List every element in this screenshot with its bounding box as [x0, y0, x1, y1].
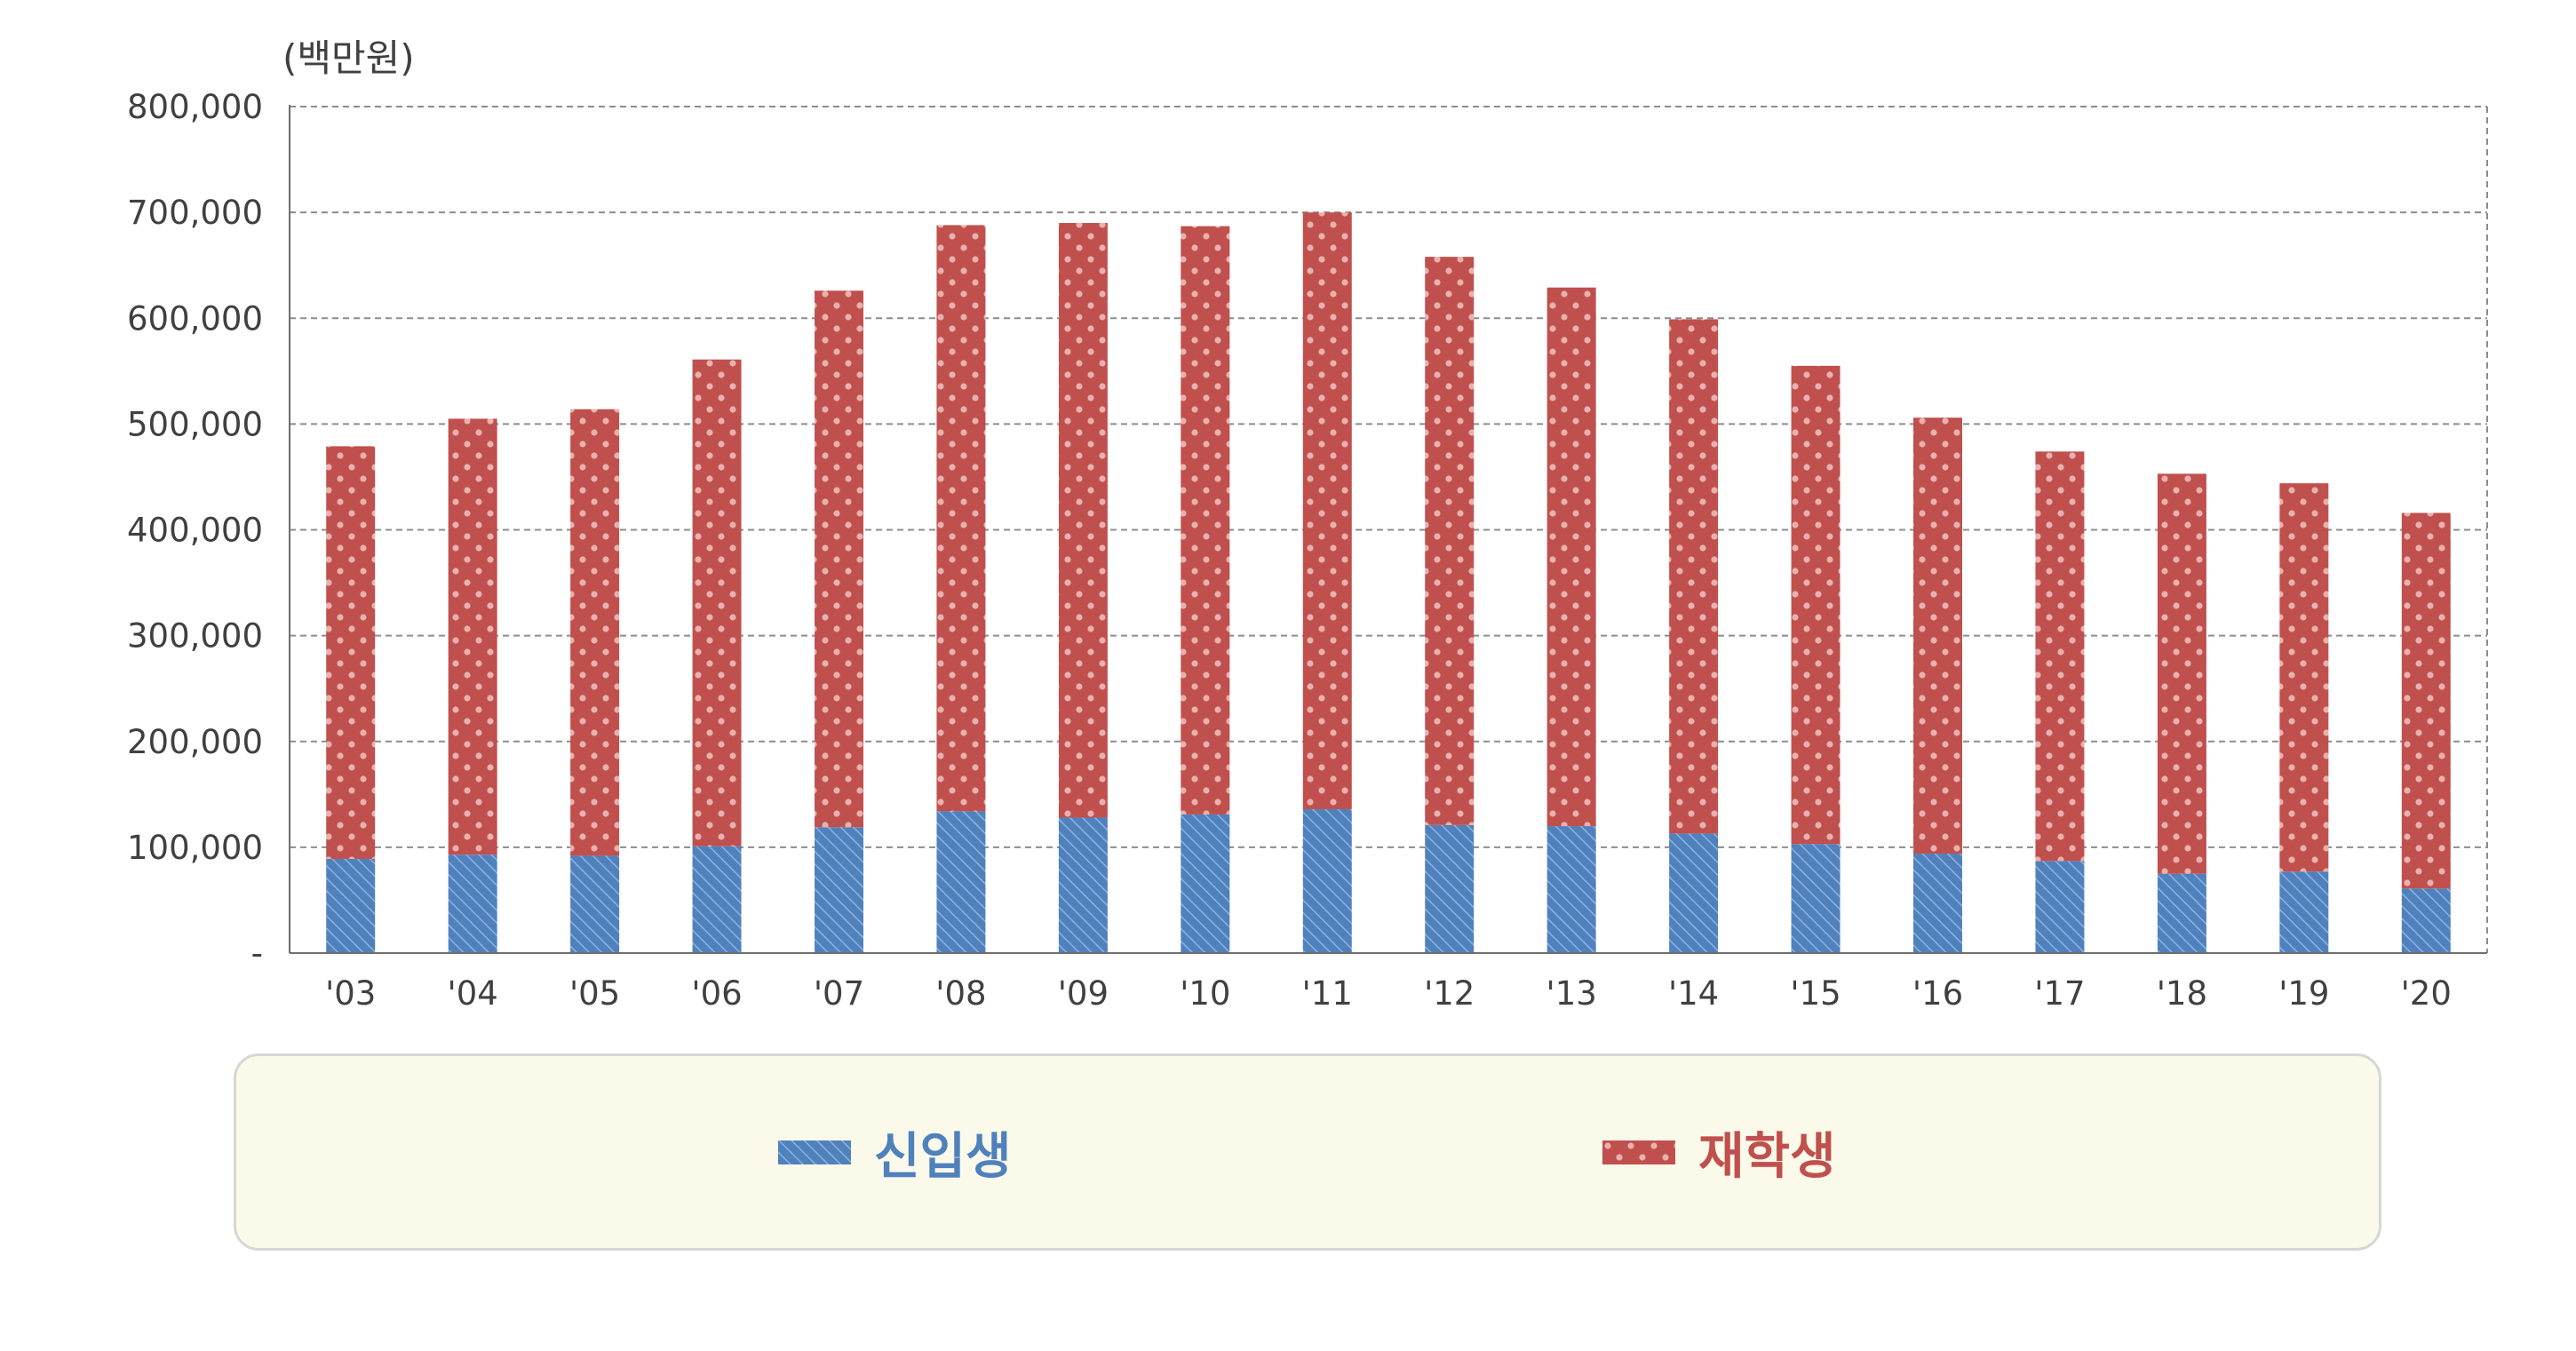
x-tick-label: '10 — [1180, 974, 1230, 1013]
bar-series-1 — [448, 854, 497, 953]
x-tick-label: '20 — [2401, 974, 2452, 1013]
bar-series-1 — [2401, 888, 2451, 953]
legend-swatch-series-1 — [778, 1140, 851, 1164]
bar-series-2 — [2157, 473, 2206, 874]
bar-series-2 — [326, 446, 376, 859]
bar-series-1 — [2035, 861, 2085, 953]
bar-series-1 — [1669, 833, 1719, 953]
y-tick-label: 400,000 — [127, 512, 263, 550]
bar-series-1 — [1425, 824, 1475, 953]
bar-series-1 — [692, 846, 742, 953]
x-tick-label: '13 — [1546, 974, 1597, 1013]
bar-series-1 — [936, 811, 986, 953]
gridlines — [290, 106, 2487, 848]
bar-series-1 — [1058, 817, 1108, 953]
y-tick-label: 800,000 — [127, 88, 263, 126]
x-tick-label: '04 — [448, 974, 498, 1013]
x-tick-label: '16 — [1912, 974, 1963, 1013]
bar-series-2 — [936, 225, 986, 812]
bar-series-1 — [1546, 826, 1596, 953]
x-tick-labels: '03 '04 '05 '06 '07 '08 '09 '10 '11 '12 '13 '14 '15 '… — [325, 974, 2452, 1013]
x-tick-label: '07 — [814, 974, 864, 1013]
bar-series-1 — [1913, 854, 1962, 953]
x-tick-label: '11 — [1302, 974, 1353, 1013]
bar-series-2 — [1181, 226, 1230, 815]
bar-series-1 — [1302, 808, 1352, 953]
legend: 신입생 재학생 — [234, 1053, 2381, 1251]
legend-label-series-1: 신입생 — [874, 1127, 1012, 1186]
bar-series-2 — [1302, 212, 1352, 809]
bar-series-2 — [2401, 513, 2451, 889]
bar-series-2 — [570, 409, 620, 856]
x-tick-label: '12 — [1424, 974, 1475, 1013]
y-tick-label: 500,000 — [127, 405, 263, 443]
y-tick-label: 300,000 — [127, 617, 263, 656]
bar-series-1 — [2157, 873, 2206, 953]
bar-series-1 — [815, 827, 863, 953]
bar-series-2 — [1425, 257, 1475, 825]
x-tick-label: '05 — [569, 974, 620, 1013]
bar-series-2 — [815, 290, 863, 828]
bar-series-2 — [1058, 223, 1108, 818]
y-tick-labels: - 100,000 200,000 300,000 400,000 500,000 600,… — [127, 88, 263, 973]
legend-label-series-2: 재학생 — [1698, 1127, 1836, 1186]
y-axis-unit-label: (백만원) — [282, 36, 415, 80]
bar-series-1 — [1181, 814, 1230, 953]
bar-series-2 — [1669, 319, 1719, 834]
bar-series-1 — [326, 858, 376, 953]
x-tick-label: '15 — [1790, 974, 1841, 1013]
axes — [289, 105, 2488, 954]
x-tick-label: '03 — [325, 974, 376, 1013]
x-tick-label: '17 — [2034, 974, 2085, 1013]
bars — [326, 212, 2451, 953]
bar-series-2 — [692, 359, 742, 846]
bar-series-1 — [1791, 844, 1841, 953]
legend-item-series-2: 재학생 — [1602, 1056, 1836, 1248]
x-tick-label: '09 — [1058, 974, 1109, 1013]
y-tick-label: 200,000 — [127, 723, 263, 761]
bar-series-2 — [2279, 483, 2329, 872]
y-tick-label: 600,000 — [127, 299, 263, 338]
x-tick-label: '14 — [1668, 974, 1719, 1013]
bar-series-2 — [1791, 365, 1841, 845]
bar-series-2 — [1913, 417, 1962, 854]
x-tick-label: '08 — [935, 974, 986, 1013]
y-tick-label: 700,000 — [127, 194, 263, 232]
x-tick-label: '06 — [691, 974, 742, 1013]
x-tick-label: '18 — [2157, 974, 2207, 1013]
bar-series-2 — [448, 418, 497, 855]
y-tick-label: - — [251, 934, 263, 973]
bar-series-2 — [1546, 287, 1596, 827]
bar-series-2 — [2035, 451, 2085, 862]
bar-series-1 — [570, 855, 620, 953]
legend-item-series-1: 신입생 — [778, 1056, 1012, 1248]
bar-series-1 — [2279, 871, 2329, 953]
legend-swatch-series-2 — [1602, 1140, 1675, 1164]
x-tick-label: '19 — [2278, 974, 2329, 1013]
y-tick-label: 100,000 — [127, 829, 263, 867]
